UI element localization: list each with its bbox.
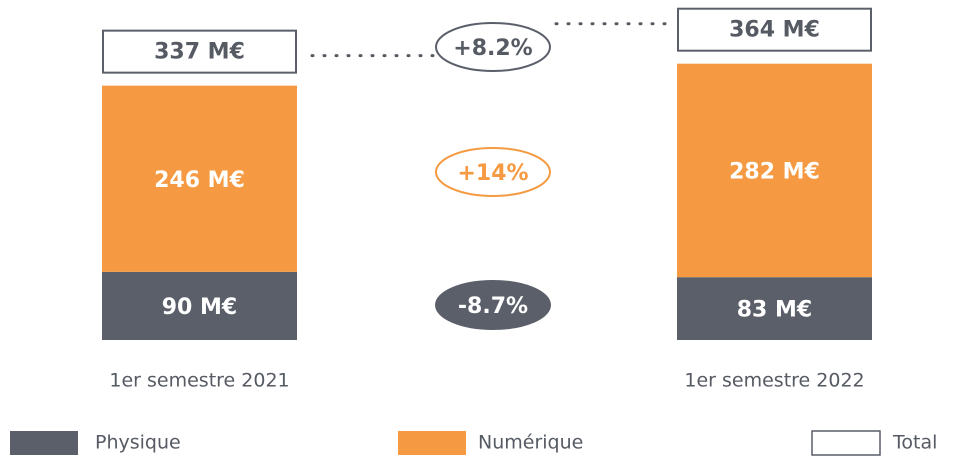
total-label: 337 M€ [154, 40, 245, 65]
value-label: 83 M€ [737, 298, 812, 323]
bar-segment [102, 271, 297, 340]
legend-swatch [811, 430, 881, 456]
total-box [102, 29, 297, 74]
category-label: 1er semestre 2021 [109, 370, 289, 392]
category-label: 1er semestre 2022 [684, 370, 864, 392]
bar-segment [102, 85, 297, 272]
change-label: +14% [457, 161, 528, 186]
change-badge [435, 147, 551, 197]
change-label: +8.2% [453, 36, 532, 61]
value-label: 246 M€ [154, 168, 245, 193]
value-label: 90 M€ [162, 295, 237, 320]
legend-swatch [398, 431, 466, 455]
change-badge [435, 280, 551, 330]
change-label: -8.7% [458, 294, 528, 319]
bar-segment [677, 63, 872, 278]
legend-swatch [10, 431, 78, 455]
change-badge [435, 22, 551, 72]
bar-segment [677, 277, 872, 340]
legend-label: Numérique [478, 432, 583, 454]
legend-label: Total [892, 432, 937, 454]
value-label: 282 M€ [729, 159, 820, 184]
legend-label: Physique [95, 432, 181, 454]
total-label: 364 M€ [729, 18, 820, 43]
total-box [677, 7, 872, 52]
